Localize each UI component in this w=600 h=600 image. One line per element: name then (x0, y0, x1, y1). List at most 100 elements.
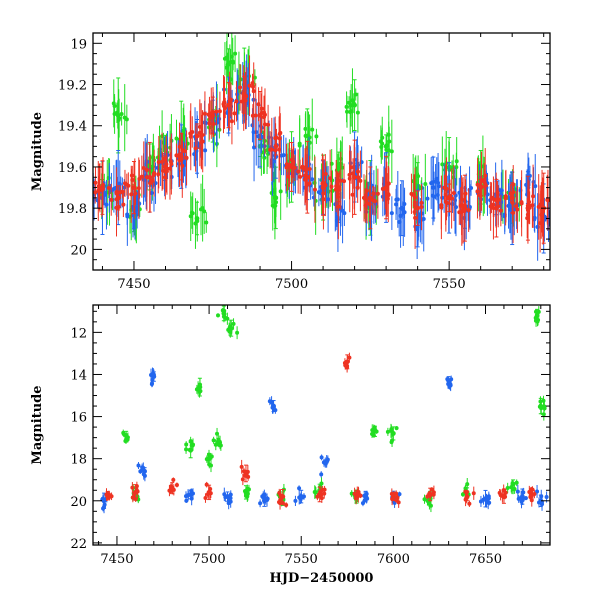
bottom-data-point (315, 494, 320, 499)
top-data-point (365, 200, 370, 205)
bottom-x-tick-label: 7500 (193, 552, 226, 567)
top-data-point (460, 197, 465, 202)
bottom-data-point (319, 492, 324, 497)
top-x-tick-label: 7500 (275, 277, 308, 292)
top-data-point (286, 174, 291, 179)
top-data-point (503, 196, 508, 201)
bottom-data-point (515, 489, 520, 494)
top-data-point (511, 182, 516, 187)
bottom-data-point (208, 486, 213, 491)
top-data-point (132, 186, 137, 191)
top-data-point (419, 200, 424, 205)
bottom-data-point (222, 492, 227, 497)
top-data-point (383, 186, 388, 191)
top-data-point (429, 181, 434, 186)
top-data-point (401, 211, 406, 216)
top-data-point (412, 193, 417, 198)
top-y-tick-label: 19.4 (58, 120, 87, 135)
top-data-point (106, 186, 111, 191)
top-data-point (179, 157, 184, 162)
bottom-data-point (134, 488, 139, 493)
bottom-data-point (396, 500, 401, 505)
bottom-data-point (189, 489, 194, 494)
top-data-point (278, 189, 283, 194)
top-data-point (329, 161, 334, 166)
bottom-data-point (431, 491, 436, 496)
top-data-point (498, 208, 503, 213)
bottom-series-2 (104, 352, 537, 510)
bottom-data-point (184, 447, 189, 452)
bottom-data-point (226, 501, 231, 506)
top-data-point (384, 147, 389, 152)
top-data-point (430, 193, 435, 198)
top-data-point (496, 204, 501, 209)
top-data-point (423, 181, 428, 186)
top-data-point (540, 199, 545, 204)
top-data-point (545, 197, 550, 202)
bottom-data-point (227, 497, 232, 502)
top-data-point (217, 109, 222, 114)
top-data-point (310, 127, 315, 132)
bottom-data-point (174, 482, 179, 487)
top-data-point (451, 190, 456, 195)
top-axes-frame (92, 32, 551, 271)
bottom-y-tick-label: 20 (70, 495, 87, 510)
bottom-data-point (245, 491, 250, 496)
top-data-point (136, 186, 141, 191)
top-data-point (124, 182, 129, 187)
top-data-point (266, 122, 271, 127)
top-data-point (307, 166, 312, 171)
bottom-data-point (516, 496, 521, 501)
bottom-data-point (136, 463, 141, 468)
top-data-point (121, 202, 126, 207)
bottom-data-point (539, 406, 544, 411)
top-y-tick-label: 19.6 (58, 161, 87, 176)
bottom-data-point (478, 499, 483, 504)
top-data-point (148, 181, 153, 186)
top-data-point (353, 92, 358, 97)
top-data-point (440, 162, 445, 167)
bottom-data-point (280, 501, 285, 506)
bottom-data-point (394, 491, 399, 496)
bottom-data-point (394, 497, 399, 502)
bottom-data-point (278, 501, 283, 506)
top-data-point (96, 188, 101, 193)
bottom-data-point (221, 314, 226, 319)
top-data-point (321, 197, 326, 202)
top-data-point (519, 201, 524, 206)
top-data-point (434, 176, 439, 181)
bottom-data-point (349, 491, 354, 496)
top-data-point (182, 149, 187, 154)
top-data-point (269, 147, 274, 152)
bottom-data-point (533, 309, 538, 314)
bottom-data-point (536, 309, 541, 314)
bottom-data-point (213, 442, 218, 447)
bottom-data-point (246, 474, 251, 479)
top-data-point (435, 192, 440, 197)
bottom-data-point (216, 437, 221, 442)
top-data-point (297, 141, 302, 146)
top-series-0 (97, 33, 522, 249)
bottom-data-point (102, 504, 107, 509)
bottom-data-point (429, 487, 434, 492)
top-data-point (190, 211, 195, 216)
top-data-point (384, 142, 389, 147)
bottom-data-point (231, 321, 236, 326)
top-data-point (342, 179, 347, 184)
top-data-point (279, 153, 284, 158)
top-data-point (200, 133, 205, 138)
top-data-point (111, 101, 116, 106)
bottom-data-point (297, 486, 302, 491)
bottom-data-point (501, 495, 506, 500)
bottom-data-point (319, 496, 324, 501)
top-data-point (303, 126, 308, 131)
top-data-point (355, 110, 360, 115)
top-panel: 7450 7500 7550 19 19.2 19.4 19.6 19.8 20 Magnitud… (30, 32, 551, 292)
bottom-data-point (278, 493, 283, 498)
top-data-point (350, 192, 355, 197)
top-data-point (241, 91, 246, 96)
top-data-point (296, 169, 301, 174)
top-data-point (130, 178, 135, 183)
bottom-data-point (529, 498, 534, 503)
bottom-plot-area (100, 305, 549, 514)
